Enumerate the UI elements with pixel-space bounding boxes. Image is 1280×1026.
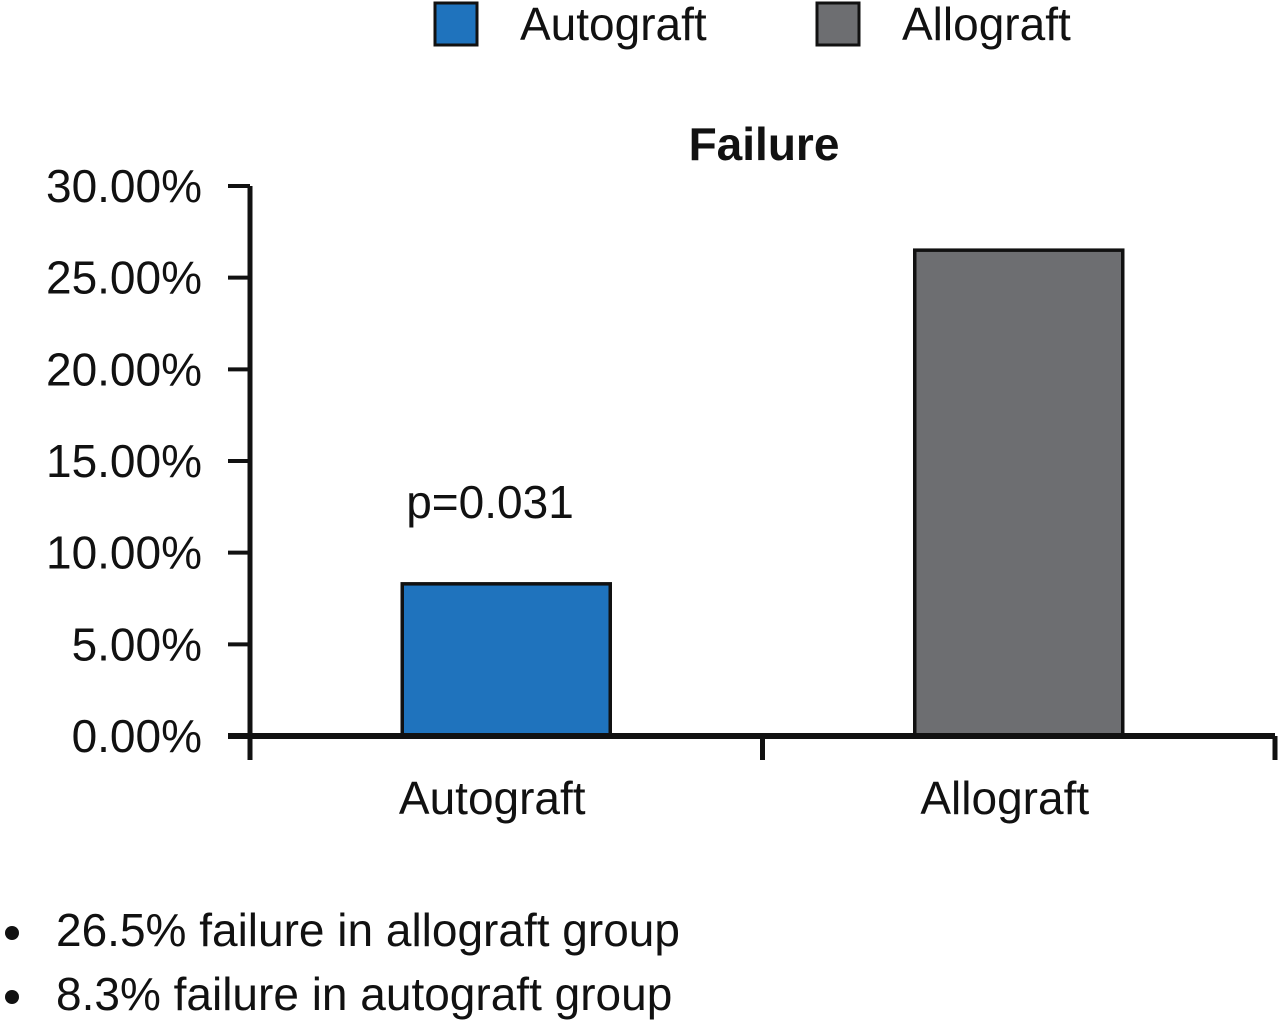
x-tick-label: Autograft [399,772,586,824]
p-value-annotation: p=0.031 [406,476,574,528]
note-text: 8.3% failure in autograft group [56,968,672,1020]
bars [400,248,1125,738]
y-tick-label: 0.00% [72,710,202,762]
bar-autograft [400,582,612,738]
x-tick-label: Allograft [920,772,1089,824]
y-tick-label: 15.00% [46,435,202,487]
legend: Autograft Allograft [433,0,1071,50]
y-tick-label: 25.00% [46,252,202,304]
y-axis: 0.00% 5.00% 10.00% 15.00% 20.00% 25.00% 30.00% [46,160,253,762]
y-tick-label: 5.00% [72,618,202,670]
chart-title: Failure [689,118,840,170]
bullet-notes: 26.5% failure in allograft group 8.3% fai… [5,904,680,1020]
y-tick-label: 20.00% [46,343,202,395]
bullet-icon [5,990,19,1004]
note-text: 26.5% failure in allograft group [56,904,680,956]
legend-swatch-autograft [433,1,479,47]
bar-allograft [913,248,1125,738]
y-tick-label: 30.00% [46,160,202,212]
bullet-icon [5,926,19,940]
legend-swatch-allograft [815,1,861,47]
legend-label: Allograft [902,0,1071,50]
x-axis: Autograft Allograft [228,733,1278,824]
legend-label: Autograft [520,0,707,50]
y-tick-label: 10.00% [46,527,202,579]
